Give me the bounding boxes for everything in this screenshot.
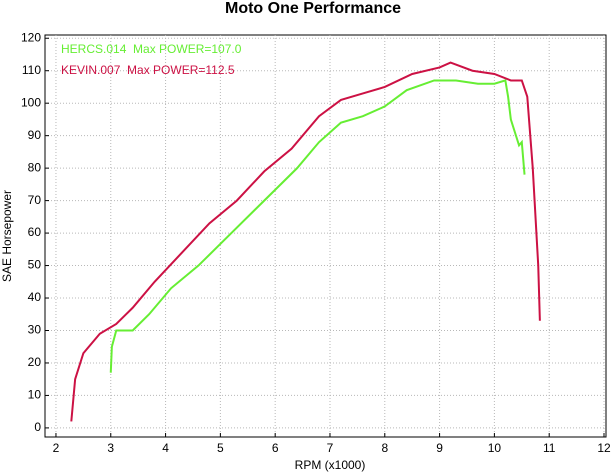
series-line: [109, 79, 526, 373]
x-tick-label: 10: [488, 441, 502, 455]
y-tick-label: 100: [21, 95, 41, 109]
x-tick-label: 9: [436, 441, 443, 455]
x-tick-label: 11: [543, 441, 556, 455]
x-tick-label: 5: [217, 441, 224, 455]
x-tick-label: 7: [327, 441, 334, 455]
chart-title: Moto One Performance: [225, 0, 401, 17]
legend-label: HERCS.014 Max POWER=107.0: [61, 42, 242, 56]
y-tick-label: 20: [28, 355, 42, 369]
y-tick-label: 60: [28, 225, 42, 239]
x-tick-label: 2: [53, 441, 60, 455]
x-tick-label: 4: [162, 441, 169, 455]
y-tick-label: 30: [28, 323, 42, 337]
y-tick-label: 50: [28, 258, 42, 272]
y-axis-label: SAE Horsepower: [0, 190, 14, 282]
y-tick-label: 0: [34, 420, 41, 434]
x-tick-label: 12: [597, 441, 611, 455]
y-tick-label: 120: [21, 30, 41, 44]
x-tick-label: 3: [107, 441, 114, 455]
series-line: [70, 61, 541, 422]
x-tick-label: 8: [381, 441, 388, 455]
y-tick-label: 40: [28, 290, 42, 304]
y-tick-label: 80: [28, 160, 42, 174]
y-tick-label: 10: [28, 388, 42, 402]
plot-area: [44, 34, 607, 438]
x-tick-label: 6: [272, 441, 279, 455]
y-tick-label: 70: [28, 193, 42, 207]
x-axis-label: RPM (x1000): [295, 458, 366, 472]
y-tick-label: 110: [22, 63, 41, 77]
y-tick-label: 90: [28, 128, 42, 142]
legend-label: KEVIN.007 Max POWER=112.5: [61, 63, 235, 77]
